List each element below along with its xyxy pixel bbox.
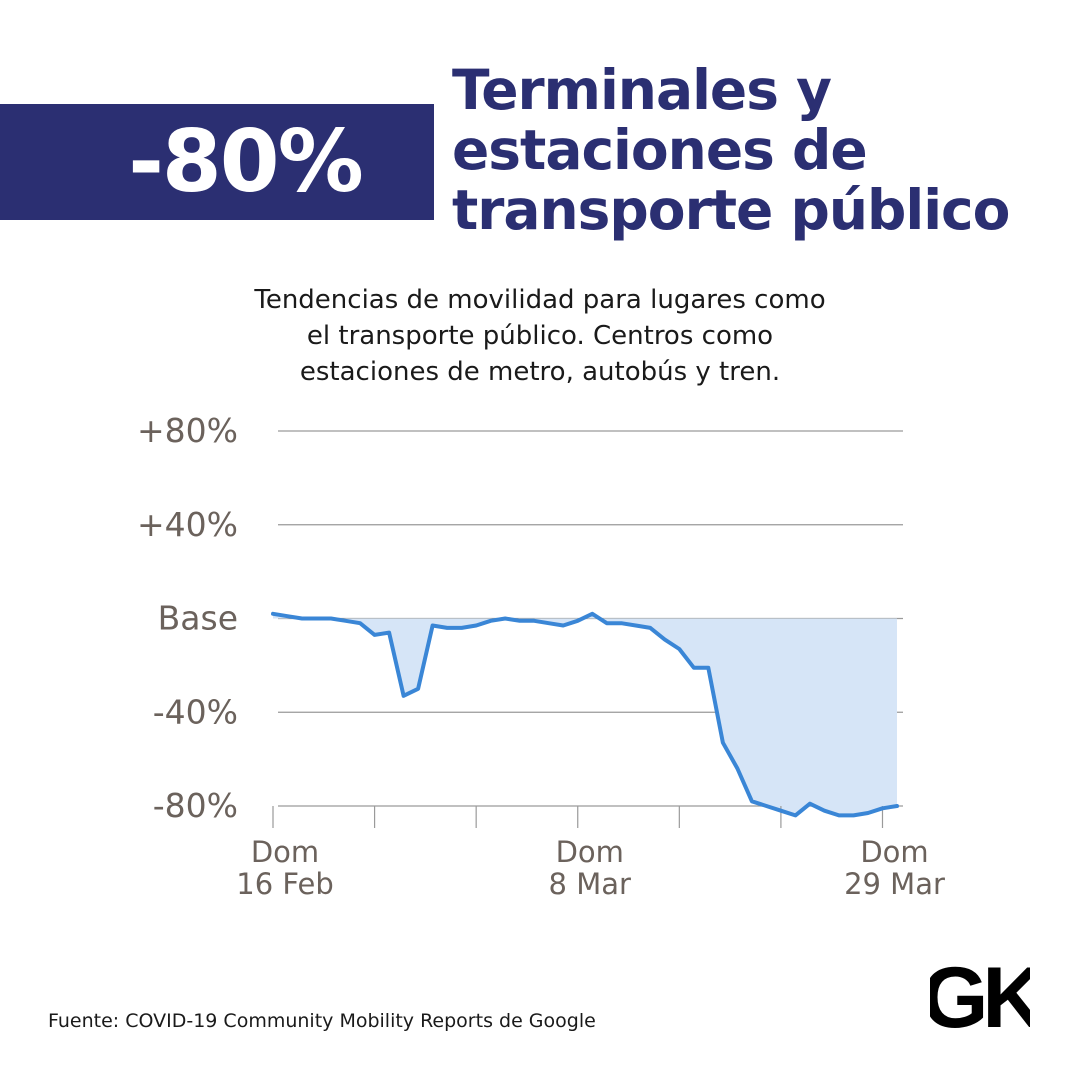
y-tick-label: +40% <box>137 505 238 544</box>
headline-title-line: transporte público <box>452 178 1010 242</box>
svg-text:GK: GK <box>930 955 1030 1035</box>
x-tick-label: Dom <box>251 835 319 869</box>
subtitle-line: Tendencias de movilidad para lugares com… <box>254 285 826 315</box>
y-tick-label: -80% <box>153 786 238 825</box>
x-tick-label: 16 Feb <box>236 867 333 901</box>
x-tick-label: 29 Mar <box>844 867 945 901</box>
subtitle-line: el transporte público. Centros como <box>306 321 774 351</box>
x-tick-label: 8 Mar <box>549 867 631 901</box>
headline-title-line: Terminales y <box>452 58 832 122</box>
axis-layer <box>272 806 884 828</box>
gk-logo: GK <box>930 955 1030 1035</box>
y-tick-label: -40% <box>153 692 238 731</box>
x-tick-label: Dom <box>556 835 624 869</box>
headline-band <box>0 104 434 220</box>
chart-subtitle: Tendencias de movilidad para lugares com… <box>150 282 930 390</box>
series-area <box>273 613 897 816</box>
y-tick-label: +80% <box>137 411 238 450</box>
area-layer <box>273 613 897 816</box>
y-tick-label: Base <box>158 599 238 638</box>
headline-percent: -80% <box>128 112 364 212</box>
headline-title: Terminales y estaciones de transporte pú… <box>452 60 1067 240</box>
series-line <box>271 611 899 818</box>
headline-title-line: estaciones de <box>452 118 868 182</box>
line-layer <box>271 611 899 818</box>
subtitle-line: estaciones de metro, autobús y tren. <box>299 357 781 387</box>
source-note: Fuente: COVID-19 Community Mobility Repo… <box>48 1010 596 1032</box>
x-tick-label: Dom <box>860 835 928 869</box>
